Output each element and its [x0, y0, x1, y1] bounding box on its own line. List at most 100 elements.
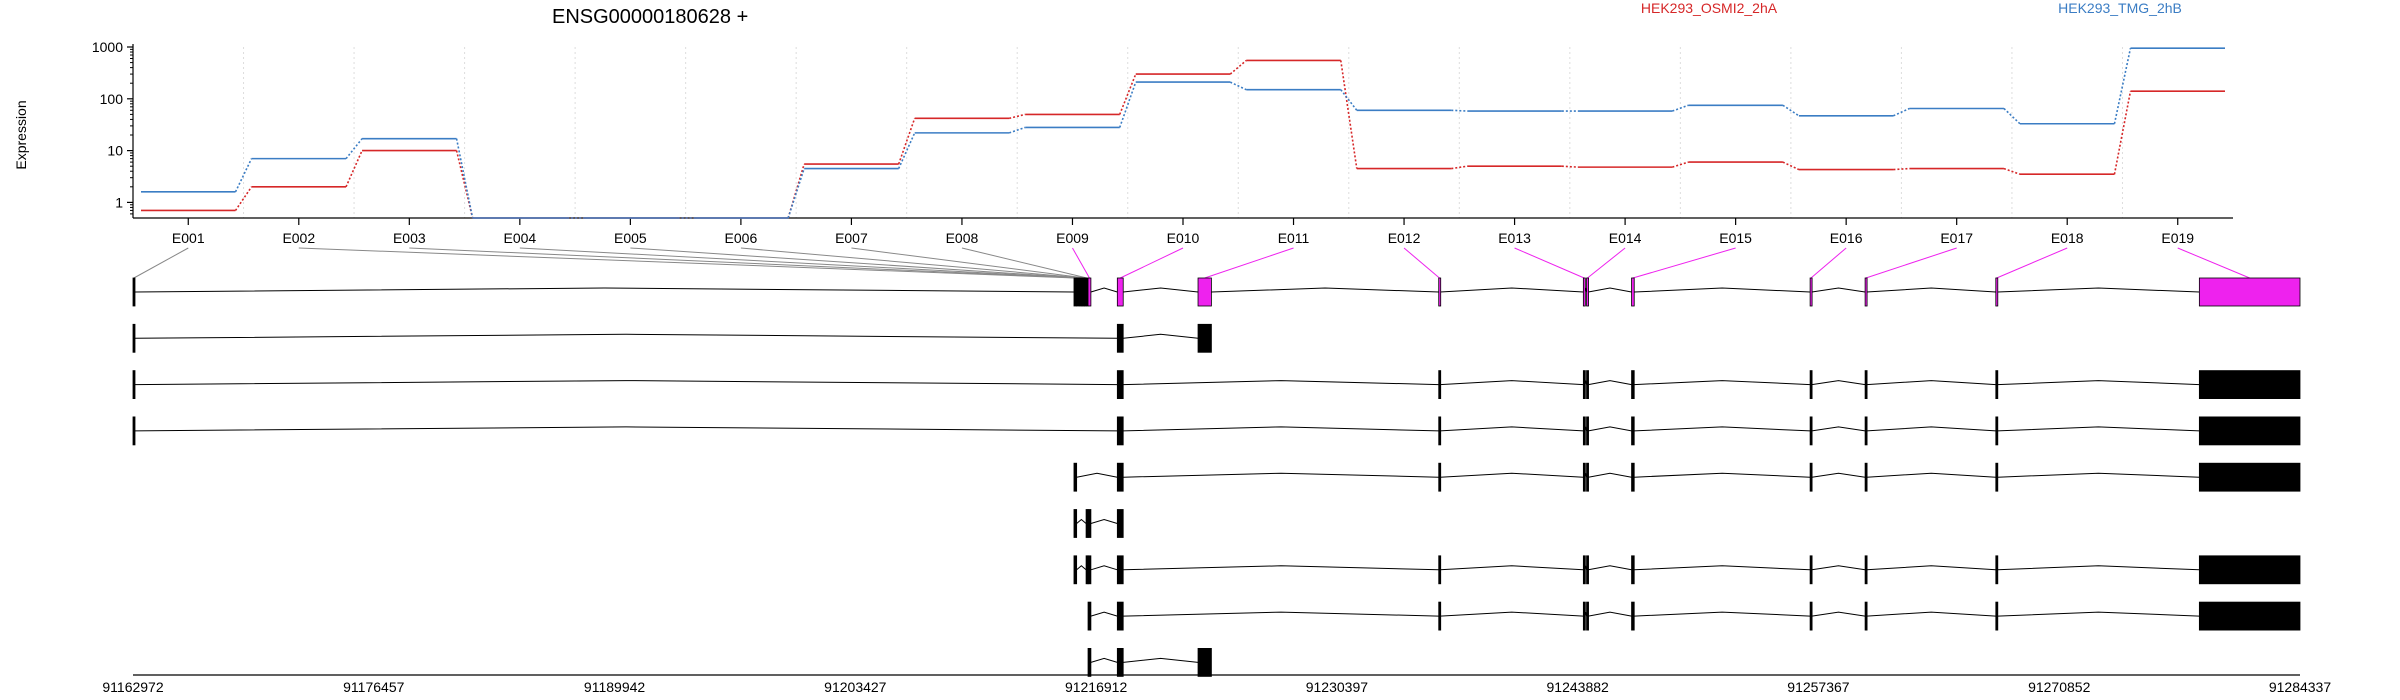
series-1-connector — [1782, 161, 1800, 171]
transcript-row — [132, 416, 2301, 446]
intron-line — [1440, 565, 1584, 571]
x-tick-label: E005 — [614, 230, 647, 246]
exon-block — [1586, 462, 1589, 492]
exon-block — [1582, 462, 1586, 492]
intron-line — [134, 333, 1118, 339]
exon-block — [1631, 416, 1635, 446]
exon-block — [1582, 370, 1586, 400]
exon-connector — [630, 247, 1082, 279]
exon-block — [1438, 416, 1442, 446]
exon-block — [1809, 416, 1813, 446]
x-tick-label: E017 — [1940, 230, 1973, 246]
intron-line — [1440, 611, 1584, 617]
intron-line — [1123, 333, 1199, 339]
transcript-row — [1087, 648, 1212, 677]
exon-connector — [2177, 247, 2250, 279]
x-tick-label: E007 — [835, 230, 868, 246]
series-2-connector — [1118, 81, 1137, 128]
genomic-tick-label: 91243882 — [1547, 679, 1610, 695]
series-2-connector — [1008, 126, 1026, 134]
intron-line — [1123, 426, 1439, 432]
chart-title: ENSG00000180628 + — [552, 6, 748, 28]
exon-block — [1864, 277, 1868, 307]
exon-block — [1864, 462, 1868, 492]
intron-line — [1811, 287, 1866, 293]
exon-block — [2198, 601, 2301, 631]
exon-block — [2198, 277, 2301, 307]
intron-line — [134, 380, 1118, 386]
intron-line — [1123, 657, 1199, 663]
series-1-connector — [1561, 165, 1578, 168]
exon-block — [1631, 601, 1635, 631]
intron-line — [1634, 426, 1811, 432]
exon-block — [1087, 648, 1092, 677]
exon-block — [1809, 370, 1813, 400]
series-2-connector — [1451, 109, 1468, 112]
exon-connector — [851, 247, 1086, 279]
genomic-tick-label: 91162972 — [102, 679, 163, 695]
exon-block — [1116, 462, 1124, 492]
exon-block — [1116, 555, 1124, 585]
exon-block — [1438, 601, 1442, 631]
exon-connector — [740, 247, 1084, 279]
exon-block — [1116, 509, 1124, 538]
exon-block — [1116, 323, 1124, 353]
intron-line — [1588, 611, 1632, 617]
transcript-models — [132, 277, 2301, 677]
intron-line — [1090, 565, 1118, 571]
exon-block — [2198, 370, 2301, 400]
exon-connector — [1996, 247, 2068, 279]
genomic-tick-label: 91203427 — [824, 679, 887, 695]
intron-line — [1440, 287, 1584, 293]
intron-line — [1211, 287, 1439, 293]
y-axis: 1 10 100 1000 — [92, 39, 134, 218]
exon-connector — [519, 247, 1081, 279]
intron-line — [1866, 472, 1996, 478]
intron-line — [1634, 380, 1811, 386]
exon-connector — [1204, 247, 1294, 279]
intron-line — [1811, 380, 1866, 386]
y-tick-label: 1000 — [92, 39, 123, 55]
intron-line — [1090, 657, 1118, 663]
series-2-connector — [787, 168, 805, 219]
exon-block — [1864, 601, 1868, 631]
series-2-connector — [455, 138, 474, 219]
exon-block — [1995, 370, 1999, 400]
exon-block — [132, 323, 136, 353]
series-1-connector — [1009, 113, 1026, 120]
intron-line — [1090, 518, 1118, 524]
transcript-row — [1073, 462, 2301, 492]
series-2-connector — [1340, 89, 1358, 111]
exon-block — [1087, 555, 1092, 585]
intron-line — [1076, 565, 1087, 571]
intron-line — [1634, 565, 1811, 571]
exon-block — [2198, 416, 2301, 446]
transcript-row — [132, 323, 1212, 353]
series-1-connector — [1229, 59, 1247, 75]
series-2-connector — [1229, 81, 1247, 91]
exon-block — [1582, 277, 1586, 307]
exon-block — [1116, 370, 1124, 400]
exon-connector — [1120, 247, 1184, 279]
exon-block — [132, 277, 136, 307]
series-2-connector — [1672, 104, 1689, 112]
intron-line — [1076, 518, 1087, 524]
exon-block — [1073, 555, 1078, 585]
series-1-connector — [1893, 167, 1910, 171]
genomic-tick-label: 91230397 — [1306, 679, 1369, 695]
x-tick-label: E010 — [1167, 230, 1200, 246]
genomic-tick-label: 91176457 — [343, 679, 404, 695]
y-axis-label: Expression — [13, 100, 29, 169]
exon-block — [2198, 462, 2301, 492]
intron-line — [134, 287, 1074, 293]
series-lines — [141, 47, 2225, 219]
intron-line — [1440, 380, 1584, 386]
exon-block — [1116, 601, 1124, 631]
exon-block — [1809, 555, 1813, 585]
x-tick-label: E011 — [1278, 230, 1310, 246]
intron-line — [1634, 287, 1811, 293]
intron-line — [1588, 287, 1632, 293]
x-tick-label: E004 — [503, 230, 536, 246]
exon-connector — [409, 247, 1078, 279]
exon-block — [1631, 277, 1635, 307]
